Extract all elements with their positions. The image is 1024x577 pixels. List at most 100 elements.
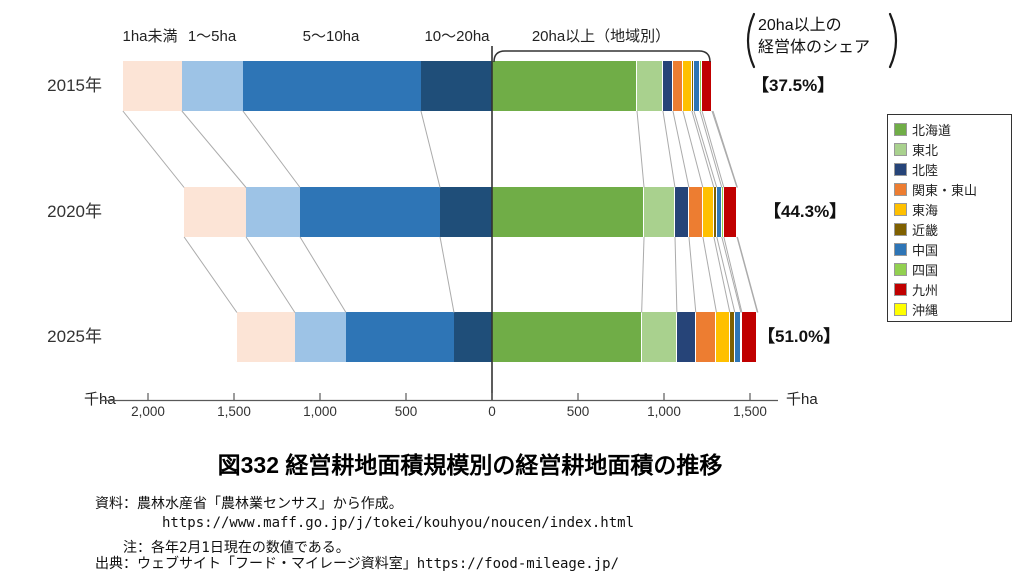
bar-segment-1ha未満 (122, 61, 182, 111)
axis-tick-label: 500 (566, 404, 590, 419)
legend-label: 中国 (912, 242, 939, 258)
bar-segment-近畿 (729, 312, 735, 362)
footnote-note: 注：各年2月1日現在の数値である。 (123, 540, 350, 556)
bar-segment-10〜20ha (453, 312, 492, 362)
legend-item-東北: 東北 (894, 139, 1011, 159)
bar-segment-北陸 (662, 61, 673, 111)
legend-swatch (894, 142, 907, 156)
bar-segment-中国 (693, 61, 700, 111)
year-label-2020: 2020年 (47, 202, 102, 221)
footnote-credit: 出典：ウェブサイト「フード・マイレージ資料室」https://food-mile… (95, 556, 620, 572)
axis-tick-label: 1,500 (733, 404, 767, 419)
bar-segment-関東・東山 (672, 61, 683, 111)
axis-tick-label: 0 (488, 404, 496, 419)
bar-segment-10〜20ha (440, 187, 492, 237)
bar-segment-九州 (741, 312, 758, 362)
figure-title: 図332 経営耕地面積規模別の経営耕地面積の推移 (217, 452, 723, 478)
footnote-source: 資料：農林水産省「農林業センサス」から作成。 (95, 496, 403, 512)
bar-segment-1〜5ha (181, 61, 243, 111)
legend-label: 北海道 (912, 122, 952, 138)
bar-segment-5〜10ha (242, 61, 421, 111)
bar-segment-北陸 (675, 187, 689, 237)
legend-item-四国: 四国 (894, 259, 1011, 279)
legend-swatch (894, 242, 907, 256)
bar-segment-四国 (699, 61, 702, 111)
share-label-2025: 【51.0%】 (758, 327, 841, 346)
year-label-2015: 2015年 (47, 76, 102, 95)
bar-segment-東海 (716, 312, 730, 362)
legend-label: 近畿 (912, 222, 939, 238)
legend-label: 北陸 (912, 162, 939, 178)
legend-label: 四国 (912, 262, 939, 278)
bar-segment-東北 (636, 61, 663, 111)
legend-item-北海道: 北海道 (894, 119, 1011, 139)
axis-unit-right: 千ha (786, 391, 818, 408)
bar-segment-関東・東山 (695, 312, 717, 362)
bar-segment-10〜20ha (420, 61, 492, 111)
bar-segment-沖縄 (736, 187, 738, 237)
legend-item-九州: 九州 (894, 279, 1011, 299)
legend-swatch (894, 182, 907, 196)
bar-segment-九州 (702, 61, 712, 111)
share-label-2015: 【37.5%】 (752, 76, 835, 95)
category-label-over20ha: 20ha以上（地域別） (531, 28, 671, 45)
footnote-source-url: https://www.maff.go.jp/j/tokei/kouhyou/n… (162, 515, 635, 531)
bar-segment-1ha未満 (184, 187, 247, 237)
bar-segment-沖縄 (711, 61, 714, 111)
legend-swatch (894, 122, 907, 136)
bar-segment-四国 (721, 187, 724, 237)
bar-segment-東北 (644, 187, 675, 237)
legend-label: 東北 (912, 142, 939, 158)
bar-segment-関東・東山 (688, 187, 703, 237)
bar-segment-東北 (641, 312, 677, 362)
legend-label: 東海 (912, 202, 939, 218)
axis-tick-label: 1,500 (217, 404, 251, 419)
legend-item-近畿: 近畿 (894, 219, 1011, 239)
bar-segment-近畿 (691, 61, 694, 111)
share-annotation: 20ha以上の 経営体のシェア (758, 15, 870, 59)
legend-swatch (894, 282, 907, 296)
axis-tick-label: 500 (394, 404, 418, 419)
category-label-10-20ha: 10〜20ha (424, 28, 490, 45)
bar-segment-北海道 (492, 187, 645, 237)
share-annotation-line2: 経営体のシェア (758, 39, 871, 56)
bar-segment-北海道 (492, 61, 637, 111)
axis-tick-label: 2,000 (131, 404, 165, 419)
bar-segment-1〜5ha (294, 312, 346, 362)
legend-item-北陸: 北陸 (894, 159, 1011, 179)
legend-swatch (894, 262, 907, 276)
bar-segment-東海 (702, 187, 714, 237)
bar-segment-1〜5ha (246, 187, 301, 237)
legend-swatch (894, 202, 907, 216)
bar-segment-北陸 (676, 312, 696, 362)
bar-segment-北海道 (492, 312, 642, 362)
bar-segment-近畿 (713, 187, 717, 237)
axis-tick-label: 1,000 (303, 404, 337, 419)
bar-segment-東海 (682, 61, 692, 111)
legend-item-東海: 東海 (894, 199, 1011, 219)
legend-label: 九州 (912, 282, 939, 298)
bar-segment-5〜10ha (345, 312, 454, 362)
bar-segment-四国 (740, 312, 742, 362)
legend-item-中国: 中国 (894, 239, 1011, 259)
bar-segment-沖縄 (757, 312, 759, 362)
legend-swatch (894, 302, 907, 316)
year-label-2025: 2025年 (47, 327, 102, 346)
bar-segment-5〜10ha (300, 187, 441, 237)
category-label-under1ha: 1ha未満 (122, 28, 178, 45)
legend-label: 関東・東山 (912, 182, 978, 198)
legend-swatch (894, 222, 907, 236)
legend-swatch (894, 162, 907, 176)
bar-segment-中国 (734, 312, 741, 362)
legend-label: 沖縄 (912, 302, 939, 318)
share-annotation-line1: 20ha以上の (758, 17, 842, 34)
share-label-2020: 【44.3%】 (764, 202, 847, 221)
legend-item-関東・東山: 関東・東山 (894, 179, 1011, 199)
bar-segment-九州 (723, 187, 737, 237)
axis-unit-left: 千ha (84, 391, 116, 408)
legend-item-沖縄: 沖縄 (894, 299, 1011, 319)
axis-tick-label: 1,000 (647, 404, 681, 419)
category-label-1-5ha: 1〜5ha (187, 28, 237, 45)
